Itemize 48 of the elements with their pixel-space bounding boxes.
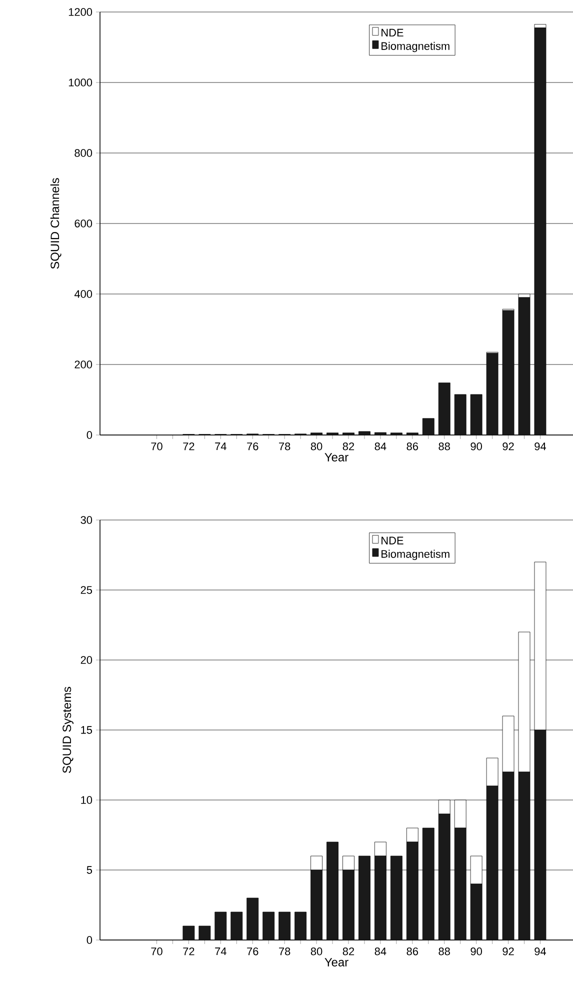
y-tick-label: 30 <box>80 516 92 524</box>
legend-label: NDE <box>381 28 404 36</box>
y-tick-label: 15 <box>80 726 92 734</box>
x-tick-label: 70 <box>151 948 162 956</box>
x-tick-label: 88 <box>438 442 450 450</box>
y-tick-label: 1000 <box>68 78 92 86</box>
x-tick-label: 80 <box>310 442 322 450</box>
x-axis-title: Year <box>324 958 348 966</box>
x-tick-label: 82 <box>342 442 354 450</box>
y-axis-title: SQUID Channels <box>50 178 62 269</box>
x-axis-title: Year <box>324 453 348 462</box>
y-tick-label: 0 <box>86 936 92 944</box>
x-tick-label: 74 <box>214 948 226 956</box>
legend-label: Biomagnetism <box>381 42 450 52</box>
y-tick-label: 10 <box>80 796 92 804</box>
x-tick-label: 78 <box>278 948 290 956</box>
x-tick-label: 82 <box>342 948 354 956</box>
x-tick-label: 90 <box>470 948 482 956</box>
y-tick-label: 0 <box>86 431 92 439</box>
y-tick-label: 800 <box>74 149 92 157</box>
x-tick-label: 72 <box>182 442 194 450</box>
x-tick-label: 80 <box>310 948 322 956</box>
y-tick-label: 200 <box>74 360 92 368</box>
x-tick-label: 94 <box>534 948 546 956</box>
x-tick-label: 76 <box>246 948 258 956</box>
x-tick-label: 86 <box>406 948 418 956</box>
x-tick-label: 78 <box>278 442 290 450</box>
legend-label: NDE <box>381 536 404 544</box>
y-tick-label: 5 <box>86 866 92 874</box>
y-tick-label: 400 <box>74 290 92 298</box>
legend-label: Biomagnetism <box>381 550 450 560</box>
x-tick-label: 92 <box>502 948 514 956</box>
y-tick-label: 1200 <box>68 8 92 16</box>
x-tick-label: 88 <box>438 948 450 956</box>
x-tick-label: 86 <box>406 442 418 450</box>
y-tick-label: 20 <box>80 656 92 664</box>
x-tick-label: 74 <box>214 442 226 450</box>
y-tick-label: 600 <box>74 220 92 228</box>
y-tick-label: 25 <box>80 586 92 594</box>
x-tick-label: 76 <box>246 442 258 450</box>
y-axis-title: SQUID Systems <box>62 686 74 773</box>
x-tick-label: 92 <box>502 442 514 450</box>
x-tick-label: 84 <box>374 442 386 450</box>
x-tick-label: 94 <box>534 442 546 450</box>
x-tick-label: 84 <box>374 948 386 956</box>
x-tick-label: 72 <box>182 948 194 956</box>
x-tick-label: 90 <box>470 442 482 450</box>
x-tick-label: 70 <box>151 442 162 450</box>
